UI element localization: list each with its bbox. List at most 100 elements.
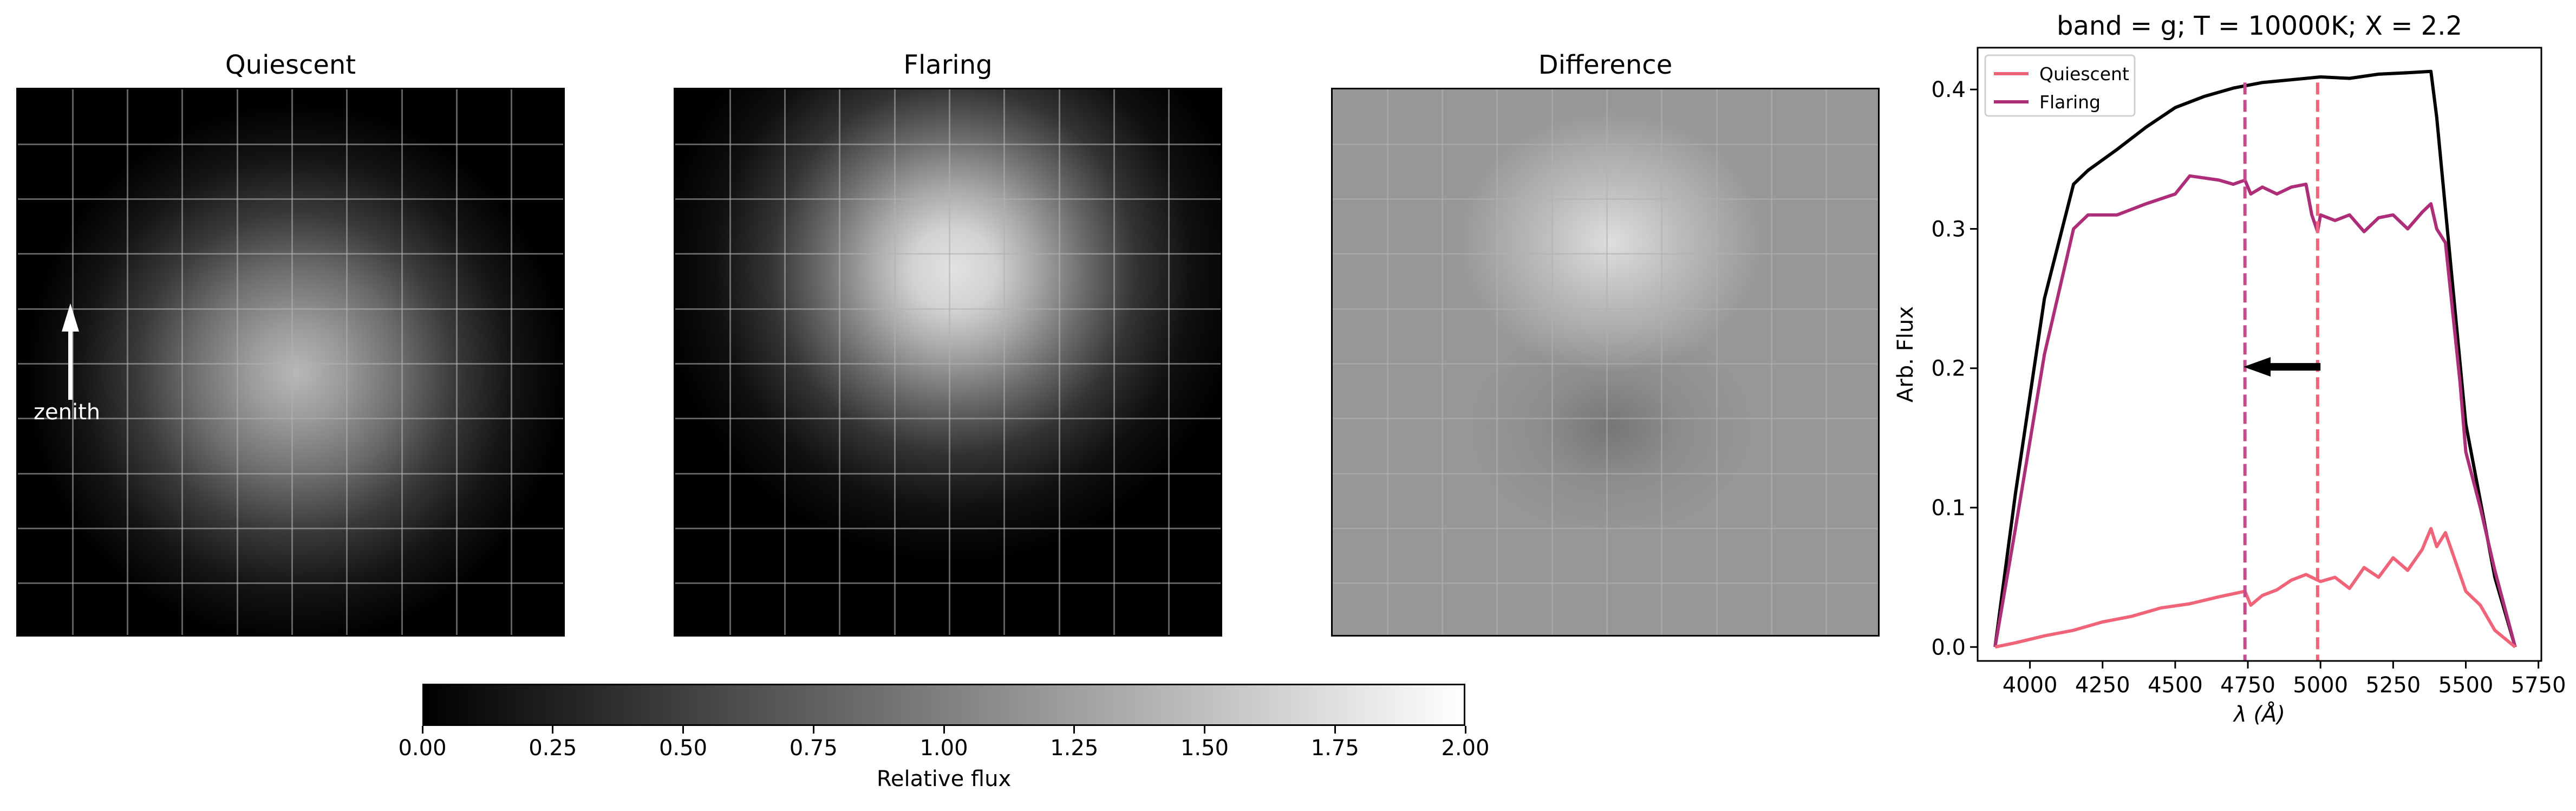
colorbar-tick-mark bbox=[1334, 726, 1336, 734]
colorbar-tick-label: 1.25 bbox=[1050, 736, 1099, 761]
grid-line-h bbox=[675, 472, 1221, 475]
colorbar-tick-mark bbox=[1073, 726, 1075, 734]
series-line-total bbox=[1993, 69, 2517, 648]
x-tick-label: 5750 bbox=[2511, 673, 2566, 698]
grid-line-v bbox=[71, 89, 74, 635]
colorbar-tick-mark bbox=[1464, 726, 1466, 734]
grid-line-h bbox=[1333, 418, 1878, 420]
grid-line-h bbox=[18, 198, 563, 200]
grid-line-v bbox=[1770, 89, 1772, 635]
grid-line-v bbox=[1442, 89, 1444, 635]
colorbar-label: Relative flux bbox=[876, 767, 1012, 791]
grid-line-h bbox=[1333, 308, 1878, 310]
colorbar-tick-label: 1.75 bbox=[1310, 736, 1359, 761]
colorbar-tick-label: 1.50 bbox=[1180, 736, 1229, 761]
y-tick-label: 0.3 bbox=[1931, 217, 1966, 242]
grid-line-v bbox=[346, 89, 348, 635]
grid-line-h bbox=[18, 308, 563, 310]
spectrum-chart: 4000 4250 4500 4750 5000 5250 5500 5750 0.0 0.1 0.… bbox=[1893, 11, 2566, 727]
grid-line-h bbox=[675, 253, 1221, 255]
grid-line-h bbox=[1333, 363, 1878, 365]
series-line-quiescent bbox=[1994, 527, 2516, 649]
grid-line-h bbox=[1333, 582, 1878, 585]
difference-image bbox=[1331, 88, 1880, 637]
y-axis-label: Arb. Flux bbox=[1893, 306, 1918, 403]
flaring-image bbox=[674, 88, 1222, 637]
panel-title-difference: Difference bbox=[1538, 50, 1673, 80]
grid-line-h bbox=[1333, 253, 1878, 255]
x-tick-label: 5000 bbox=[2293, 673, 2348, 698]
grid-line-v bbox=[1168, 89, 1170, 635]
grid-line-h bbox=[1333, 198, 1878, 200]
legend-label: Flaring bbox=[2039, 92, 2101, 113]
zenith-label: zenith bbox=[34, 400, 101, 425]
colorbar-tick-mark bbox=[1204, 726, 1205, 734]
grid-line-h bbox=[675, 527, 1221, 529]
grid-line-v bbox=[1551, 89, 1553, 635]
grid-line-h bbox=[675, 143, 1221, 145]
grid-line-h bbox=[18, 363, 563, 365]
grid-line-v bbox=[1113, 89, 1115, 635]
colorbar bbox=[422, 684, 1465, 726]
plot-frame bbox=[1977, 47, 2542, 662]
grid-line-h bbox=[18, 582, 563, 585]
quiescent-image bbox=[16, 88, 565, 637]
grid-line-v bbox=[181, 89, 184, 635]
grid-line-v bbox=[127, 89, 129, 635]
grid-line-h bbox=[675, 418, 1221, 420]
y-tick-label: 0.1 bbox=[1931, 496, 1966, 521]
colorbar-tick-label: 0.25 bbox=[529, 736, 577, 761]
panel-title-quiescent: Quiescent bbox=[225, 50, 356, 80]
grid-line-h bbox=[1333, 527, 1878, 529]
grid-line-v bbox=[1058, 89, 1060, 635]
grid-line-v bbox=[1661, 89, 1663, 635]
chart-title: band = g; T = 10000K; X = 2.2 bbox=[2057, 11, 2462, 41]
grid-line-v bbox=[511, 89, 513, 635]
grid-line-h bbox=[675, 363, 1221, 365]
colorbar-tick-mark bbox=[421, 726, 423, 734]
grid-line-h bbox=[18, 472, 563, 475]
y-tick-label: 0.4 bbox=[1931, 77, 1966, 102]
colorbar-tick-mark bbox=[812, 726, 814, 734]
grid-line-h bbox=[675, 582, 1221, 585]
grid-line-v bbox=[784, 89, 786, 635]
x-tick-label: 4000 bbox=[2003, 673, 2058, 698]
x-tick-label: 5500 bbox=[2438, 673, 2494, 698]
panel-title-flaring: Flaring bbox=[903, 50, 993, 80]
grid-line-h bbox=[18, 143, 563, 145]
grid-line-v bbox=[1825, 89, 1828, 635]
colorbar-tick-mark bbox=[552, 726, 554, 734]
grid-line-h bbox=[675, 308, 1221, 310]
grid-line-v bbox=[729, 89, 731, 635]
grid-line-h bbox=[675, 198, 1221, 200]
grid-line-v bbox=[1716, 89, 1718, 635]
y-tick-label: 0.0 bbox=[1931, 635, 1966, 660]
x-tick-label: 5250 bbox=[2365, 673, 2421, 698]
grid-line-v bbox=[401, 89, 403, 635]
colorbar-tick-label: 2.00 bbox=[1441, 736, 1490, 761]
zenith-arrow bbox=[62, 303, 79, 400]
grid-line-v bbox=[1003, 89, 1006, 635]
grid-line-h bbox=[18, 418, 563, 420]
grid-line-v bbox=[236, 89, 238, 635]
x-tick-label: 4500 bbox=[2148, 673, 2203, 698]
y-tick-label: 0.2 bbox=[1931, 356, 1966, 381]
colorbar-tick-label: 1.00 bbox=[919, 736, 968, 761]
grid-line-v bbox=[1496, 89, 1498, 635]
x-tick-label: 4250 bbox=[2075, 673, 2130, 698]
grid-line-v bbox=[949, 89, 950, 635]
grid-line-v bbox=[455, 89, 458, 635]
grid-line-h bbox=[1333, 143, 1878, 145]
x-axis-label: λ (Å) bbox=[2233, 701, 2285, 727]
colorbar-tick-label: 0.50 bbox=[658, 736, 708, 761]
colorbar-tick-label: 0.75 bbox=[789, 736, 838, 761]
shift-arrow-head bbox=[2243, 357, 2271, 377]
legend-label: Quiescent bbox=[2039, 63, 2129, 85]
grid-line-v bbox=[1386, 89, 1388, 635]
grid-line-v bbox=[1606, 89, 1608, 635]
x-tick-label: 4750 bbox=[2220, 673, 2275, 698]
grid-line-h bbox=[1333, 472, 1878, 475]
colorbar-tick-mark bbox=[943, 726, 945, 734]
grid-line-v bbox=[894, 89, 896, 635]
colorbar-tick-mark bbox=[682, 726, 684, 734]
